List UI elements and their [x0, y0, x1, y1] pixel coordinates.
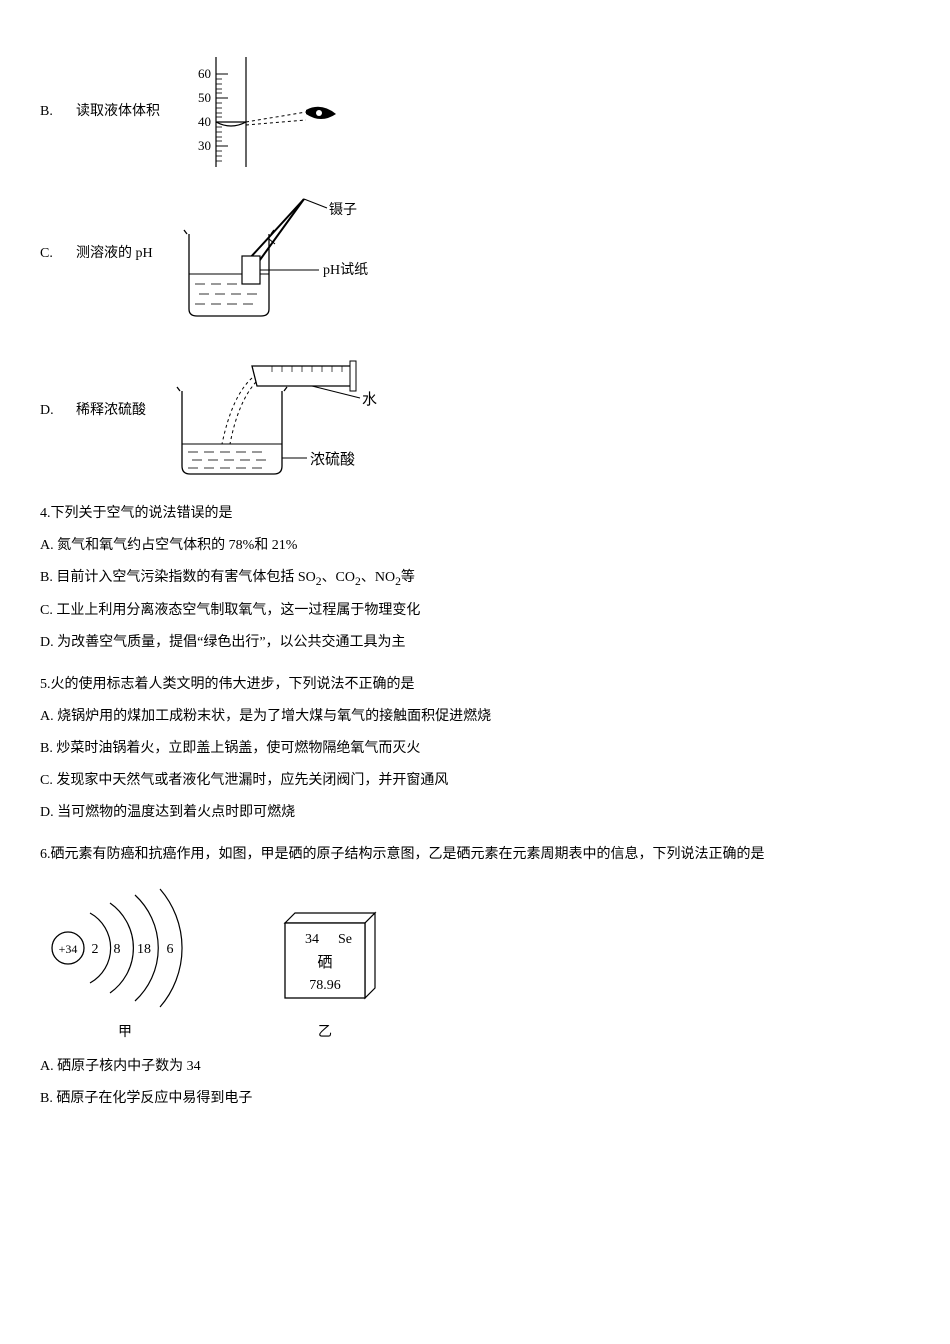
q4-opt-a: A. 氮气和氧气约占空气体积的 78%和 21% — [40, 532, 910, 560]
tick-60: 60 — [198, 66, 211, 81]
cell-num: 34 — [305, 932, 319, 947]
q4-b-mid1: 、CO — [322, 570, 355, 585]
atom-svg: +34 2 8 18 6 — [40, 883, 210, 1013]
q5-opt-c: C. 发现家中天然气或者液化气泄漏时，应先关闭阀门，并开窗通风 — [40, 767, 910, 795]
shell-1: 2 — [92, 942, 99, 957]
option-d-figure: 水 浓硫酸 — [162, 336, 422, 486]
option-b-label: B. — [40, 98, 64, 126]
atom-caption: 甲 — [118, 1019, 132, 1047]
q4-b-pre: B. 目前计入空气污染指数的有害气体包括 SO — [40, 570, 316, 585]
option-d-text: 稀释浓硫酸 — [76, 397, 146, 425]
shell-4: 6 — [167, 942, 174, 957]
element-cell-svg: 34 Se 硒 78.96 — [270, 903, 380, 1013]
acid-label: 浓硫酸 — [310, 451, 355, 468]
q4-opt-d: D. 为改善空气质量，提倡“绿色出行”，以公共交通工具为主 — [40, 629, 910, 657]
q6-opt-b: B. 硒原子在化学反应中易得到电子 — [40, 1085, 910, 1113]
q4-opt-b: B. 目前计入空气污染指数的有害气体包括 SO2、CO2、NO2等 — [40, 564, 910, 593]
q4-b-post: 等 — [401, 570, 415, 585]
q5-opt-b: B. 炒菜时油锅着火，立即盖上锅盖，使可燃物隔绝氧气而灭火 — [40, 735, 910, 763]
tick-50: 50 — [198, 90, 211, 105]
option-c-text: 测溶液的 pH — [76, 240, 153, 268]
cylinder-svg: 60 50 40 30 — [176, 52, 346, 172]
cell-name: 硒 — [317, 954, 332, 971]
atom-core: +34 — [59, 942, 78, 956]
eye-icon — [306, 107, 336, 119]
tick-40: 40 — [198, 114, 211, 129]
q5-opt-d: D. 当可燃物的温度达到着火点时即可燃烧 — [40, 799, 910, 827]
q4-b-mid2: 、NO — [361, 570, 395, 585]
ph-paper-icon — [242, 256, 260, 284]
ph-svg: 镊子 pH试纸 — [169, 184, 399, 324]
cell-caption: 乙 — [318, 1019, 332, 1047]
element-cell-figure: 34 Se 硒 78.96 乙 — [270, 903, 380, 1047]
ph-paper-label: pH试纸 — [323, 262, 368, 278]
dilute-svg: 水 浓硫酸 — [162, 336, 422, 486]
q5-opt-a: A. 烧锅炉用的煤加工成粉末状，是为了增大煤与氧气的接触面积促进燃烧 — [40, 703, 910, 731]
option-c-row: C. 测溶液的 pH 镊子 — [40, 184, 910, 324]
option-d-label: D. — [40, 397, 64, 425]
option-b-figure: 60 50 40 30 — [176, 52, 346, 172]
shell-3: 18 — [137, 942, 151, 957]
graduated-cylinder-icon — [252, 361, 356, 391]
option-c-label: C. — [40, 240, 64, 268]
tweezers-icon — [249, 199, 304, 264]
option-b-row: B. 读取液体体积 60 50 40 30 — [40, 52, 910, 172]
option-d-row: D. 稀释浓硫酸 — [40, 336, 910, 486]
option-b-text: 读取液体体积 — [76, 98, 160, 126]
tweezers-label: 镊子 — [329, 202, 357, 218]
q6-opt-a: A. 硒原子核内中子数为 34 — [40, 1053, 910, 1081]
cell-mass: 78.96 — [309, 978, 341, 993]
water-label: 水 — [362, 391, 377, 408]
q6-figures: +34 2 8 18 6 甲 34 Se 硒 78.96 乙 — [40, 883, 910, 1047]
q4-opt-c: C. 工业上利用分离液态空气制取氧气，这一过程属于物理变化 — [40, 597, 910, 625]
q4-stem: 4.下列关于空气的说法错误的是 — [40, 500, 910, 528]
q5-stem: 5.火的使用标志着人类文明的伟大进步，下列说法不正确的是 — [40, 671, 910, 699]
cell-sym: Se — [338, 932, 352, 947]
option-c-figure: 镊子 pH试纸 — [169, 184, 399, 324]
tick-30: 30 — [198, 138, 211, 153]
atom-figure: +34 2 8 18 6 甲 — [40, 883, 210, 1047]
shell-2: 8 — [114, 942, 121, 957]
q6-stem: 6.硒元素有防癌和抗癌作用，如图，甲是硒的原子结构示意图，乙是硒元素在元素周期表… — [40, 841, 910, 869]
